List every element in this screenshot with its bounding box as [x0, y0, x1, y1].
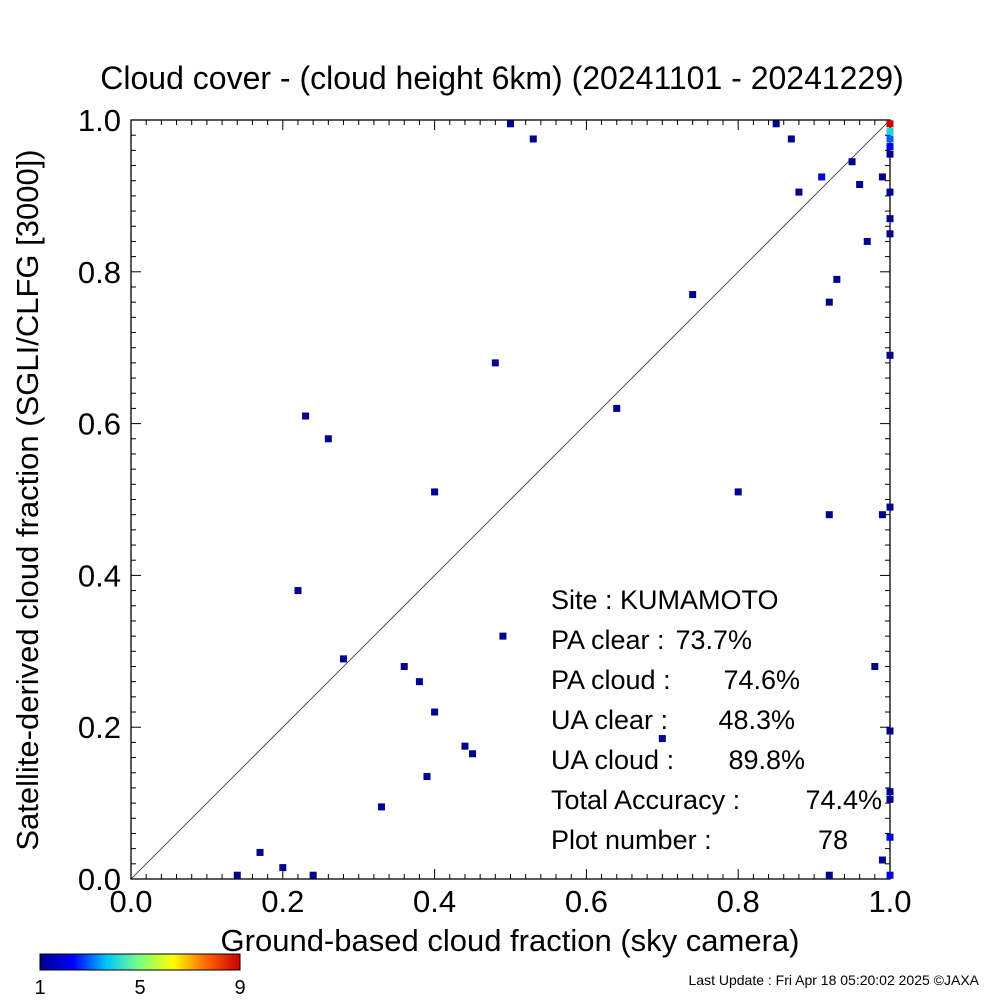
y-axis-label: Satellite-derived cloud fraction (SGLI/C… — [10, 149, 45, 850]
stat-label: UA cloud : — [551, 745, 674, 775]
diagonal-line — [130, 119, 891, 880]
data-point — [886, 871, 894, 879]
data-point — [818, 173, 826, 181]
data-point — [825, 871, 833, 879]
x-tick-label: 0.2 — [261, 884, 304, 919]
data-point — [878, 856, 886, 864]
data-point — [689, 291, 697, 299]
data-point — [878, 173, 886, 181]
colorbar-tick-label: 9 — [234, 977, 245, 999]
data-point — [886, 727, 894, 735]
data-point — [787, 135, 795, 143]
colorbar-gradient — [39, 953, 241, 971]
data-point — [886, 833, 894, 841]
data-point — [871, 662, 879, 670]
stats-box: Site : KUMAMOTO PA clear : 73.7%PA cloud :… — [551, 585, 882, 855]
plot-area — [130, 119, 894, 880]
y-tick-label: 0.4 — [78, 558, 121, 593]
y-tick-labels: 0.0 0.2 0.4 0.6 0.8 1.0 — [78, 103, 121, 897]
data-point — [886, 230, 894, 238]
stat-value: 74.4% — [805, 785, 882, 815]
stat-value: 78 — [818, 825, 848, 855]
data-point — [825, 511, 833, 519]
stat-value: 74.6% — [723, 665, 800, 695]
y-tick-label: 1.0 — [78, 103, 121, 138]
x-axis-label: Ground-based cloud fraction (sky camera) — [221, 923, 800, 958]
chart-title: Cloud cover - (cloud height 6km) (202411… — [100, 60, 903, 96]
data-point — [886, 188, 894, 196]
data-point — [863, 237, 871, 245]
data-point — [886, 788, 894, 796]
x-tick-label: 1.0 — [868, 884, 911, 919]
colorbar-tick-label: 1 — [34, 977, 45, 999]
data-point — [658, 735, 666, 743]
data-point — [795, 188, 803, 196]
data-point — [833, 275, 841, 283]
data-point — [340, 655, 348, 663]
data-point — [233, 871, 241, 879]
data-point — [415, 678, 423, 686]
x-tick-label: 0.6 — [565, 884, 608, 919]
data-point — [734, 488, 742, 496]
stat-value: 48.3% — [718, 705, 795, 735]
colorbar: 1 5 9 — [34, 953, 246, 999]
y-tick-label: 0.6 — [78, 407, 121, 442]
data-point — [309, 871, 317, 879]
data-point — [469, 750, 477, 758]
data-point — [499, 632, 507, 640]
data-point — [423, 773, 431, 781]
data-point — [772, 120, 780, 128]
stat-value: 73.7% — [675, 625, 752, 655]
x-tick-label: 0.0 — [109, 884, 152, 919]
stat-label: PA clear : — [551, 625, 665, 655]
data-point — [507, 120, 514, 128]
data-point — [886, 503, 894, 511]
x-tick-label: 0.8 — [717, 884, 760, 919]
data-point — [431, 488, 439, 496]
data-point — [302, 412, 310, 420]
x-tick-label: 0.4 — [413, 884, 456, 919]
colorbar-tick-label: 5 — [134, 977, 145, 999]
last-update-text: Last Update : Fri Apr 18 05:20:02 2025 ©… — [689, 972, 980, 988]
data-point — [613, 404, 621, 412]
data-point — [324, 435, 332, 443]
data-point — [886, 143, 894, 151]
data-point — [886, 795, 894, 803]
minor-ticks — [130, 119, 891, 880]
data-point — [856, 181, 864, 189]
data-point — [431, 708, 439, 716]
data-point — [294, 587, 302, 595]
colorbar-tick-labels: 1 5 9 — [34, 977, 245, 999]
data-points — [233, 120, 894, 879]
data-point — [377, 803, 385, 811]
data-point — [886, 120, 894, 128]
y-tick-label: 0.0 — [78, 862, 121, 897]
data-point — [886, 351, 894, 359]
stat-label: UA clear : — [551, 705, 668, 735]
stat-label: Site : KUMAMOTO — [551, 585, 779, 615]
y-tick-label: 0.2 — [78, 710, 121, 745]
x-tick-labels: 0.0 0.2 0.4 0.6 0.8 1.0 — [109, 884, 911, 919]
data-point — [886, 150, 894, 158]
stat-label: Total Accuracy : — [551, 785, 740, 815]
data-point — [886, 135, 894, 143]
data-point — [461, 742, 469, 750]
data-point — [886, 127, 894, 135]
stat-value: 89.8% — [728, 745, 805, 775]
stat-label: PA cloud : — [551, 665, 671, 695]
data-point — [279, 864, 287, 872]
data-point — [886, 215, 894, 223]
data-point — [529, 135, 537, 143]
y-tick-label: 0.8 — [78, 255, 121, 290]
data-point — [256, 848, 264, 856]
stat-label: Plot number : — [551, 825, 712, 855]
data-point — [491, 359, 499, 367]
data-point — [400, 662, 408, 670]
data-point — [825, 298, 833, 306]
data-point — [848, 158, 856, 166]
data-point — [878, 511, 886, 519]
